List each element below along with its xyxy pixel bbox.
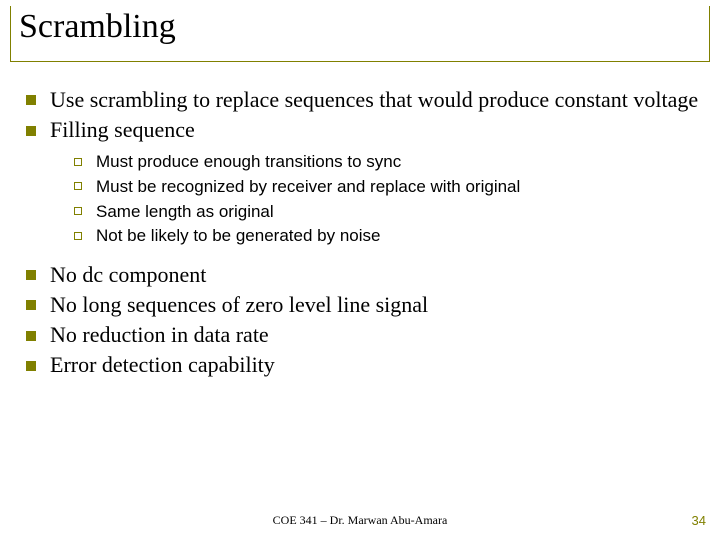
bullet-item: No dc component — [26, 261, 700, 289]
bullet-item: Error detection capability — [26, 351, 700, 379]
bullet-text: Error detection capability — [50, 352, 275, 377]
sub-bullet-item: Not be likely to be generated by noise — [74, 224, 700, 249]
title-box: Scrambling — [10, 6, 710, 62]
bullet-item: Filling sequence — [26, 116, 700, 144]
sub-bullet-text: Must be recognized by receiver and repla… — [96, 177, 520, 196]
square-bullet-icon — [26, 300, 36, 310]
bullet-text: No reduction in data rate — [50, 322, 269, 347]
sub-bullet-group: Must produce enough transitions to sync … — [26, 150, 700, 249]
square-bullet-icon — [26, 126, 36, 136]
hollow-square-bullet-icon — [74, 182, 82, 190]
bullet-group-2: No dc component No long sequences of zer… — [26, 261, 700, 380]
square-bullet-icon — [26, 331, 36, 341]
hollow-square-bullet-icon — [74, 207, 82, 215]
slide-title: Scrambling — [19, 8, 709, 46]
bullet-text: No dc component — [50, 262, 206, 287]
hollow-square-bullet-icon — [74, 232, 82, 240]
bullet-item: No reduction in data rate — [26, 321, 700, 349]
sub-bullet-item: Must produce enough transitions to sync — [74, 150, 700, 175]
sub-bullet-text: Must produce enough transitions to sync — [96, 152, 401, 171]
sub-bullet-item: Same length as original — [74, 200, 700, 225]
bullet-item: No long sequences of zero level line sig… — [26, 291, 700, 319]
bullet-text: No long sequences of zero level line sig… — [50, 292, 428, 317]
bullet-item: Use scrambling to replace sequences that… — [26, 86, 700, 114]
sub-bullet-item: Must be recognized by receiver and repla… — [74, 175, 700, 200]
page-number: 34 — [692, 513, 706, 528]
bullet-text: Filling sequence — [50, 117, 195, 142]
slide: Scrambling Use scrambling to replace seq… — [0, 0, 720, 540]
content-area: Use scrambling to replace sequences that… — [26, 86, 700, 382]
footer-text: COE 341 – Dr. Marwan Abu-Amara — [0, 513, 720, 528]
sub-bullet-text: Not be likely to be generated by noise — [96, 226, 380, 245]
bullet-text: Use scrambling to replace sequences that… — [50, 87, 698, 112]
sub-bullet-text: Same length as original — [96, 202, 274, 221]
square-bullet-icon — [26, 361, 36, 371]
square-bullet-icon — [26, 95, 36, 105]
square-bullet-icon — [26, 270, 36, 280]
hollow-square-bullet-icon — [74, 158, 82, 166]
